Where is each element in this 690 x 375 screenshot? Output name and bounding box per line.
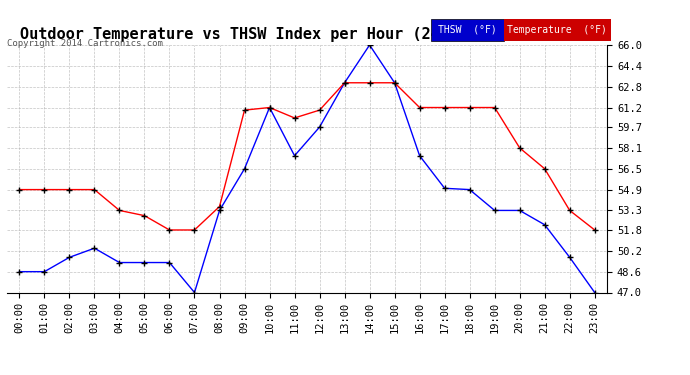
- Text: Copyright 2014 Cartronics.com: Copyright 2014 Cartronics.com: [7, 39, 163, 48]
- Text: Temperature  (°F): Temperature (°F): [507, 25, 607, 35]
- Text: THSW  (°F): THSW (°F): [438, 25, 497, 35]
- Title: Outdoor Temperature vs THSW Index per Hour (24 Hours)  20140410: Outdoor Temperature vs THSW Index per Ho…: [19, 27, 595, 42]
